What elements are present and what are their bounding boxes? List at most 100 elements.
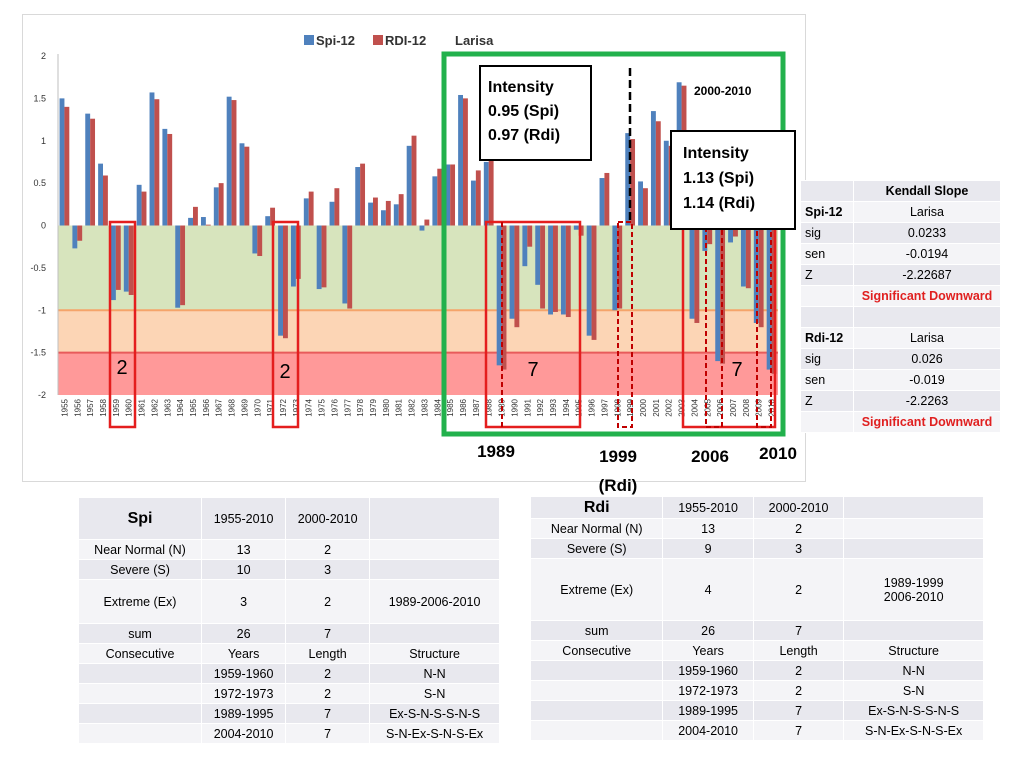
table-row: Near Normal (N) 13 2	[77, 539, 500, 560]
cell: 4	[662, 558, 754, 621]
bar-RDI-12	[475, 170, 481, 226]
cell: 7	[285, 703, 371, 724]
x-tick-label: 1972	[279, 398, 288, 416]
bar-RDI-12	[527, 225, 533, 247]
table-row: Extreme (Ex) 4 2 1989-1999 2006-2010	[529, 558, 984, 621]
bar-Spi-12	[85, 113, 91, 226]
spi-title: Spi	[77, 497, 203, 540]
x-tick-label: 1959	[112, 398, 121, 416]
x-tick-label: 2009	[755, 398, 764, 416]
table-row: Extreme (Ex) 3 2 1989-2006-2010	[77, 579, 500, 624]
bar-Spi-12	[98, 163, 103, 226]
bar-RDI-12	[283, 225, 288, 339]
drought-band	[58, 352, 778, 395]
bar-RDI-12	[655, 121, 661, 226]
cell: Length	[752, 640, 845, 661]
kendall-header-blank	[800, 180, 854, 202]
kendall-label	[800, 411, 854, 433]
drought-band	[58, 310, 778, 353]
bar-RDI-12	[167, 133, 173, 226]
cell: 26	[201, 623, 287, 644]
cell	[529, 680, 664, 701]
spi-h1: 1955-2010	[201, 497, 287, 540]
cell: 10	[201, 559, 287, 580]
cell: S-N	[369, 683, 500, 704]
cell: 1989-1995	[662, 700, 754, 721]
bar-RDI-12	[501, 225, 507, 370]
period-label: 2000-2010	[694, 84, 752, 98]
y-tick-label: 0.5	[33, 178, 46, 188]
y-tick-label: 1	[41, 136, 46, 146]
x-tick-label: 1962	[150, 398, 159, 416]
bar-RDI-12	[707, 225, 713, 245]
cell: 7	[752, 700, 845, 721]
kendall-value: Larisa	[853, 327, 1001, 349]
x-tick-label: 2002	[665, 398, 674, 416]
kendall-label	[800, 306, 854, 328]
year-mark-label: 2010	[759, 444, 797, 463]
table-row: Consecutive Years Length Structure	[529, 640, 984, 661]
cell: 2	[752, 518, 845, 539]
legend-swatch-spi	[304, 35, 314, 45]
bar-RDI-12	[115, 225, 121, 290]
kendall-slope-table: Kendall Slope Spi-12 Larisa sig 0.0233 sen -0…	[800, 180, 1001, 433]
x-tick-label: 1980	[382, 398, 391, 416]
bar-Spi-12	[200, 217, 206, 226]
x-tick-label: 1971	[266, 398, 275, 416]
bar-RDI-12	[257, 225, 263, 257]
bar-Spi-12	[162, 128, 168, 226]
kendall-value: -2.22687	[853, 264, 1001, 286]
bar-Spi-12	[560, 225, 566, 315]
bar-Spi-12	[650, 111, 656, 226]
bar-Spi-12	[689, 225, 695, 319]
kendall-header: Kendall Slope	[853, 180, 1001, 202]
cell: Structure	[843, 640, 984, 661]
legend-swatch-rdi	[373, 35, 383, 45]
x-tick-label: 2008	[742, 398, 751, 416]
bar-RDI-12	[591, 225, 597, 340]
bar-RDI-12	[694, 225, 700, 323]
bar-Spi-12	[368, 202, 373, 226]
x-tick-label: 1985	[446, 398, 455, 416]
x-tick-label: 1991	[523, 398, 532, 416]
bar-Spi-12	[599, 178, 605, 226]
year-mark-label: 2006	[691, 447, 729, 466]
bar-Spi-12	[419, 225, 425, 231]
table-row: 1972-1973 2 S-N	[77, 683, 500, 704]
cell: 1989-1999 2006-2010	[843, 558, 984, 621]
bar-Spi-12	[509, 225, 515, 319]
cell: 3	[201, 579, 287, 624]
spi-h3	[369, 497, 500, 540]
cell: 1989-2006-2010	[369, 579, 500, 624]
cell: 13	[201, 539, 287, 560]
x-tick-label: 1993	[549, 398, 558, 416]
x-tick-label: 1990	[510, 398, 519, 416]
bar-RDI-12	[244, 146, 250, 226]
table-row: Consecutive Years Length Structure	[77, 643, 500, 664]
bar-RDI-12	[231, 100, 237, 226]
x-tick-label: 1960	[125, 398, 134, 416]
cell: Severe (S)	[77, 559, 203, 580]
bar-RDI-12	[334, 188, 340, 226]
bar-Spi-12	[586, 225, 592, 336]
bar-Spi-12	[740, 225, 746, 287]
x-tick-label: 2005	[703, 398, 712, 416]
cell: Extreme (Ex)	[529, 558, 664, 621]
cell	[529, 660, 664, 681]
cell: Length	[285, 643, 371, 664]
bar-RDI-12	[64, 106, 70, 226]
cell	[843, 518, 984, 539]
intensity-box-2	[670, 130, 796, 230]
bar-RDI-12	[141, 191, 147, 226]
kendall-row: Significant Downward	[800, 411, 1001, 433]
year-mark-label: 1999	[599, 447, 637, 466]
kendall-label: Spi-12	[800, 201, 854, 223]
table-row: Severe (S) 9 3	[529, 538, 984, 559]
x-tick-label: 1984	[433, 398, 442, 416]
cell: Structure	[369, 643, 500, 664]
bar-Spi-12	[702, 225, 708, 251]
cell: Consecutive	[529, 640, 664, 661]
kendall-row: Spi-12 Larisa	[800, 201, 1001, 223]
intensity-1-line: 0.97 (Rdi)	[488, 127, 560, 144]
x-tick-label: 1997	[600, 398, 609, 416]
